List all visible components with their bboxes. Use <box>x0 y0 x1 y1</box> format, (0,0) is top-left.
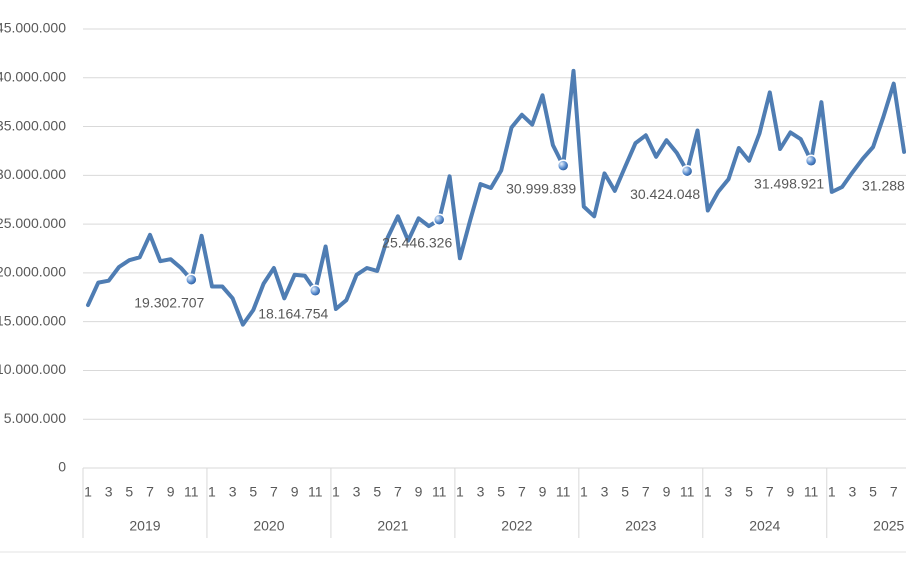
data-marker <box>804 154 818 167</box>
x-tick-label: 9 <box>291 484 299 500</box>
x-tick-label: 1 <box>828 484 836 500</box>
y-tick-label: 35.000.000 <box>0 117 66 133</box>
group-label: 2024 <box>749 518 780 534</box>
data-label: 18.164.754 <box>258 305 328 321</box>
y-tick-label: 20.000.000 <box>0 264 66 280</box>
x-tick-label: 7 <box>270 484 278 500</box>
x-tick-label: 1 <box>580 484 588 500</box>
x-tick-label: 11 <box>680 484 695 500</box>
x-tick-label: 5 <box>249 484 257 500</box>
x-tick-label: 5 <box>745 484 753 500</box>
data-marker <box>309 284 322 298</box>
x-tick-label: 5 <box>497 484 505 500</box>
x-tick-label: 1 <box>456 484 464 500</box>
x-tick-label: 5 <box>621 484 629 500</box>
y-tick-label: 10.000.000 <box>0 361 66 377</box>
group-label: 2025 <box>873 518 904 534</box>
y-tick-label: 0 <box>58 459 66 475</box>
x-tick-label: 11 <box>556 484 571 500</box>
data-line <box>86 68 906 327</box>
x-tick-label: 7 <box>642 484 650 500</box>
x-tick-label: 7 <box>518 484 526 500</box>
group-label: 2021 <box>377 518 408 534</box>
x-tick-label: 7 <box>766 484 774 500</box>
y-tick-label: 25.000.000 <box>0 215 66 231</box>
group-label: 2022 <box>501 518 532 534</box>
x-tick-label: 9 <box>415 484 423 500</box>
data-marker <box>185 273 198 286</box>
x-tick-label: 7 <box>890 484 898 500</box>
annotation: 31.288 <box>862 178 905 194</box>
data-label: 19.302.707 <box>134 294 204 310</box>
y-tick-label: 45.000.000 <box>0 20 66 36</box>
y-tick-label: 40.000.000 <box>0 68 66 84</box>
x-tick-label: 1 <box>332 484 340 500</box>
data-label: 30.424.048 <box>630 186 700 202</box>
x-tick-label: 9 <box>167 484 175 500</box>
x-tick-label: 3 <box>601 484 609 500</box>
x-tick-label: 11 <box>804 484 819 500</box>
x-tick-label: 11 <box>308 484 323 500</box>
data-marker <box>680 164 694 178</box>
x-tick-label: 5 <box>869 484 877 500</box>
x-tick-label: 1 <box>208 484 216 500</box>
x-tick-label: 5 <box>373 484 381 500</box>
x-tick-label: 11 <box>432 484 447 500</box>
data-label: 30.999.839 <box>506 180 576 196</box>
x-tick-label: 7 <box>146 484 154 500</box>
x-tick-label: 9 <box>539 484 547 500</box>
x-tick-label: 1 <box>704 484 712 500</box>
x-tick-label: 1 <box>84 484 92 500</box>
x-tick-label: 3 <box>477 484 485 500</box>
x-tick-label: 3 <box>849 484 857 500</box>
x-tick-label: 9 <box>787 484 795 500</box>
x-tick-label: 9 <box>663 484 671 500</box>
x-tick-label: 7 <box>394 484 402 500</box>
group-label: 2020 <box>253 518 284 534</box>
group-label: 2019 <box>129 518 160 534</box>
data-label: 25.446.326 <box>382 234 452 250</box>
data-marker <box>556 159 570 172</box>
x-tick-label: 3 <box>105 484 113 500</box>
x-tick-label: 3 <box>353 484 361 500</box>
group-label: 2023 <box>625 518 656 534</box>
y-tick-label: 5.000.000 <box>4 410 66 426</box>
x-tick-label: 5 <box>125 484 133 500</box>
data-label: 31.498.921 <box>754 175 824 191</box>
y-tick-label: 15.000.000 <box>0 312 66 328</box>
x-tick-label: 11 <box>184 484 199 500</box>
data-marker <box>432 213 446 227</box>
y-tick-label: 30.000.000 <box>0 166 66 182</box>
x-tick-label: 3 <box>229 484 237 500</box>
x-tick-label: 3 <box>725 484 733 500</box>
